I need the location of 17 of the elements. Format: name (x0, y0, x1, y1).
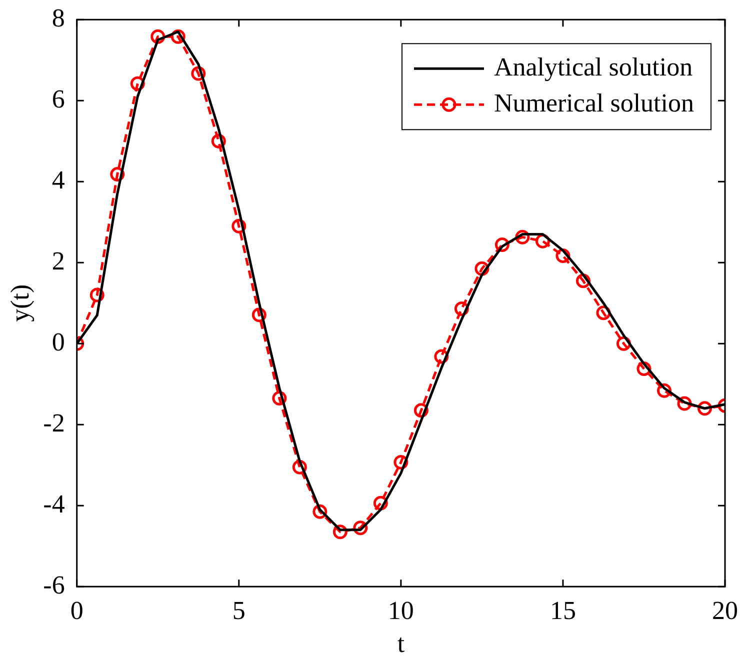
x-tick-label: 0 (70, 596, 84, 626)
y-tick-label: -4 (43, 489, 65, 518)
y-axis-title: y(t) (5, 284, 34, 322)
legend-label: Numerical solution (494, 88, 694, 118)
y-tick-label: 8 (52, 3, 65, 32)
x-axis-title: t (397, 629, 406, 658)
x-tick-label: 5 (232, 596, 246, 626)
x-tick-label: 20 (712, 596, 738, 626)
legend-label: Analytical solution (494, 52, 693, 82)
y-tick-label: 4 (52, 165, 65, 194)
x-tick-label: 15 (550, 596, 576, 626)
y-tick-label: -2 (43, 408, 65, 438)
y-tick-label: -6 (43, 570, 65, 600)
y-tick-label: 6 (52, 84, 65, 114)
x-tick-label: 10 (388, 596, 414, 626)
y-tick-label: 0 (52, 327, 65, 356)
y-tick-label: 2 (52, 246, 65, 276)
